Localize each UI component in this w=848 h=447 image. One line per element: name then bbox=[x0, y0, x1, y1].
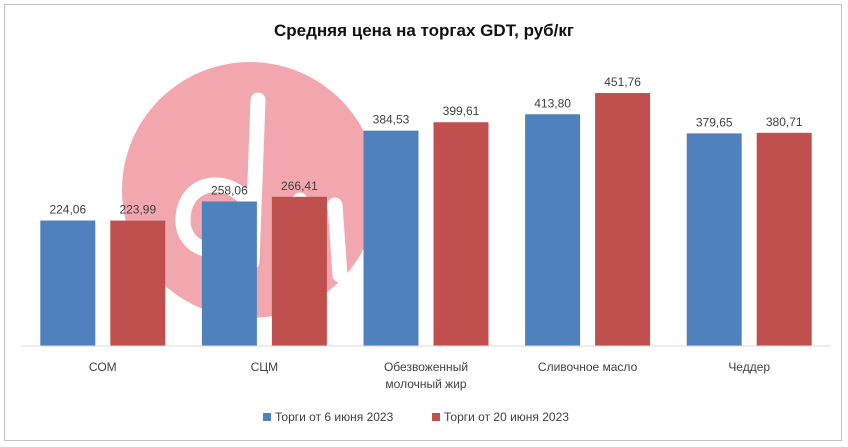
x-tick-label-4: Сливочное масло bbox=[538, 360, 638, 374]
x-tick-label-5: Чеддер bbox=[728, 360, 770, 374]
bar-series2-5 bbox=[756, 132, 812, 346]
bar-series1-4 bbox=[525, 114, 581, 346]
x-tick-label-1: СОМ bbox=[89, 360, 117, 374]
chart-title: Средняя цена на торгах GDT, руб/кг bbox=[274, 21, 574, 40]
x-tick-label-3-line1: Обезвоженный bbox=[384, 360, 468, 374]
data-label-series2-1: 223,99 bbox=[119, 203, 156, 217]
bar-series2-1 bbox=[110, 220, 166, 346]
data-label-series2-2: 266,41 bbox=[281, 179, 318, 193]
data-label-series2-5: 380,71 bbox=[766, 115, 803, 129]
data-label-series1-4: 413,80 bbox=[534, 96, 571, 110]
x-tick-label-3-line2: молочный жир bbox=[385, 377, 466, 391]
data-label-series1-2: 258,06 bbox=[211, 183, 248, 197]
bar-series2-4 bbox=[595, 93, 651, 346]
legend-label-2: Торги от 20 июня 2023 bbox=[444, 410, 569, 424]
x-tick-label-2: СЦМ bbox=[251, 360, 279, 374]
bar-series2-3 bbox=[433, 122, 489, 346]
bar-series1-1 bbox=[40, 220, 96, 346]
bar-series1-5 bbox=[686, 133, 742, 346]
plot-area: 224,06 223,99 СОМ 258,06 266,41 СЦМ 384,53 399,… bbox=[40, 75, 812, 391]
data-label-series2-4: 451,76 bbox=[604, 75, 641, 89]
bar-series2-2 bbox=[271, 196, 327, 346]
legend: Торги от 6 июня 2023 Торги от 20 июня 202… bbox=[263, 410, 569, 424]
legend-label-1: Торги от 6 июня 2023 bbox=[275, 410, 394, 424]
bar-series1-2 bbox=[201, 201, 257, 346]
bar-series1-3 bbox=[363, 130, 419, 346]
data-label-series1-3: 384,53 bbox=[373, 113, 410, 127]
legend-swatch-1 bbox=[263, 413, 271, 421]
legend-swatch-2 bbox=[432, 413, 440, 421]
data-label-series2-3: 399,61 bbox=[443, 104, 480, 118]
data-label-series1-1: 224,06 bbox=[49, 203, 86, 217]
data-label-series1-5: 379,65 bbox=[696, 115, 733, 129]
